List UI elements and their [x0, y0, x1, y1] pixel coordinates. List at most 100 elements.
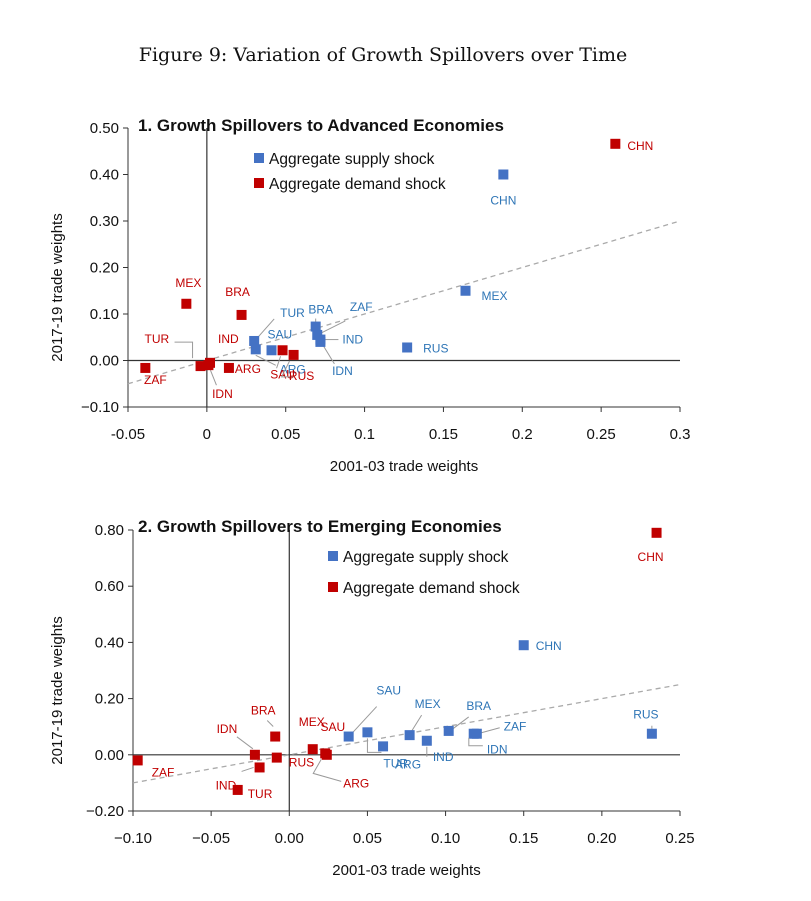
- data-label-supply-idn: IDN: [332, 364, 353, 378]
- data-point-demand-sau: [277, 345, 288, 356]
- data-point-supply-chn: [518, 640, 529, 651]
- x-tick-label: 0.00: [275, 830, 304, 847]
- y-tick-label: 0.20: [95, 691, 124, 708]
- data-point-supply-ind: [421, 735, 432, 746]
- data-label-supply-ind: IND: [342, 333, 363, 347]
- data-label-supply-zaf: ZAF: [350, 300, 373, 314]
- data-point-supply-sau: [343, 731, 354, 742]
- data-label-supply-chn: CHN: [490, 194, 516, 208]
- data-label-demand-idn: IDN: [217, 722, 238, 736]
- y-tick-label: 0.40: [95, 634, 124, 651]
- x-tick-label: 0.15: [429, 426, 458, 443]
- label-leader-line: [322, 345, 335, 365]
- data-point-demand-arg: [320, 748, 331, 759]
- y-tick-label: 0.00: [90, 353, 119, 370]
- data-point-demand-mex: [181, 298, 192, 309]
- legend-swatch: [254, 153, 264, 163]
- label-leader-line: [236, 736, 254, 750]
- y-tick-label: 0.00: [95, 747, 124, 764]
- data-label-demand-chn: CHN: [627, 139, 653, 153]
- x-tick-label: 0.10: [431, 830, 460, 847]
- data-point-demand-bra: [270, 731, 281, 742]
- x-tick-label: 0.25: [587, 426, 616, 443]
- data-label-supply-arg: ARG: [395, 757, 421, 771]
- data-point-supply-bra: [310, 321, 321, 332]
- x-tick-label: −0.10: [114, 830, 152, 847]
- data-label-demand-bra: BRA: [251, 704, 276, 718]
- data-point-demand-rus: [288, 349, 299, 360]
- data-label-demand-rus: RUS: [289, 369, 314, 383]
- x-tick-label: 0.1: [354, 426, 375, 443]
- legend-label: Aggregate supply shock: [269, 151, 435, 168]
- data-label-demand-idn: IDN: [212, 387, 233, 401]
- data-point-demand-chn: [651, 527, 662, 538]
- legend-label: Aggregate demand shock: [343, 580, 520, 597]
- x-axis-label: 2001-03 trade weights: [332, 862, 480, 879]
- data-point-demand-mex: [307, 744, 318, 755]
- data-label-demand-mex: MEX: [299, 715, 325, 729]
- chart-panel-1: −0.10 0.00 0.10 0.20 0.30 0.40 0.50 -0.05 0 0.05 0…: [49, 116, 690, 475]
- data-label-supply-chn: CHN: [536, 639, 562, 653]
- y-tick-label: 0.20: [90, 260, 119, 277]
- data-label-demand-ind: IND: [216, 778, 237, 792]
- data-label-supply-tur: TUR: [280, 306, 305, 320]
- panel-title: 1. Growth Spillovers to Advanced Economi…: [138, 116, 504, 135]
- data-point-supply-tur: [362, 727, 373, 738]
- x-tick-label: 0.3: [670, 426, 691, 443]
- data-label-demand-bra: BRA: [225, 285, 250, 299]
- label-leader-line: [468, 737, 483, 747]
- data-point-demand-zaf: [140, 362, 151, 373]
- x-tick-label: 0.05: [271, 426, 300, 443]
- x-tick-label: 0.25: [665, 830, 694, 847]
- data-label-supply-ind: IND: [433, 750, 454, 764]
- data-label-supply-mex: MEX: [482, 289, 508, 303]
- x-axis-label: 2001-03 trade weights: [330, 458, 478, 475]
- data-point-demand-tur: [232, 784, 243, 795]
- data-label-supply-mex: MEX: [415, 697, 441, 711]
- data-point-demand-idn: [249, 749, 260, 760]
- legend-swatch: [328, 551, 338, 561]
- data-label-demand-ind: IND: [218, 332, 239, 346]
- data-point-demand-bra: [236, 309, 247, 320]
- data-label-demand-mex: MEX: [175, 276, 201, 290]
- data-point-supply-rus: [402, 342, 413, 353]
- y-tick-label: 0.40: [90, 167, 119, 184]
- data-label-demand-rus: RUS: [289, 756, 314, 770]
- label-leader-line: [209, 369, 217, 386]
- data-point-supply-arg: [378, 741, 389, 752]
- data-point-supply-arg: [250, 344, 261, 355]
- data-point-demand-tur: [195, 361, 206, 372]
- data-label-supply-sau: SAU: [376, 684, 401, 698]
- data-point-supply-bra: [443, 725, 454, 736]
- trend-line: [132, 683, 681, 784]
- y-axis-label: 2017-19 trade weights: [49, 213, 66, 361]
- label-leader-line: [266, 720, 274, 727]
- figure-title: Figure 9: Variation of Growth Spillovers…: [138, 44, 628, 66]
- x-tick-label: 0.15: [509, 830, 538, 847]
- data-point-supply-idn: [315, 336, 326, 347]
- data-point-supply-sau: [266, 345, 277, 356]
- label-leader-line: [276, 356, 282, 369]
- data-label-demand-sau: SAU: [320, 720, 345, 734]
- data-point-supply-rus: [646, 728, 657, 739]
- legend-label: Aggregate supply shock: [343, 549, 509, 566]
- label-leader-line: [352, 706, 378, 733]
- data-label-demand-arg: ARG: [235, 362, 261, 376]
- data-label-supply-rus: RUS: [423, 341, 448, 355]
- trend-line: [127, 220, 681, 385]
- data-point-demand-idn: [203, 360, 214, 371]
- label-leader-line: [452, 716, 469, 730]
- panel-title: 2. Growth Spillovers to Emerging Economi…: [138, 517, 502, 536]
- data-point-supply-chn: [498, 169, 509, 180]
- legend-label: Aggregate demand shock: [269, 176, 446, 193]
- data-label-demand-chn: CHN: [638, 550, 664, 564]
- data-label-supply-rus: RUS: [633, 708, 658, 722]
- label-leader-line: [411, 714, 423, 732]
- data-point-supply-mex: [460, 285, 471, 296]
- data-point-supply-tur: [249, 335, 260, 346]
- x-tick-label: -0.05: [111, 426, 145, 443]
- label-leader-line: [280, 360, 294, 378]
- data-point-supply-idn: [471, 728, 482, 739]
- data-point-demand-zaf: [132, 755, 143, 766]
- data-point-demand-rus: [271, 752, 282, 763]
